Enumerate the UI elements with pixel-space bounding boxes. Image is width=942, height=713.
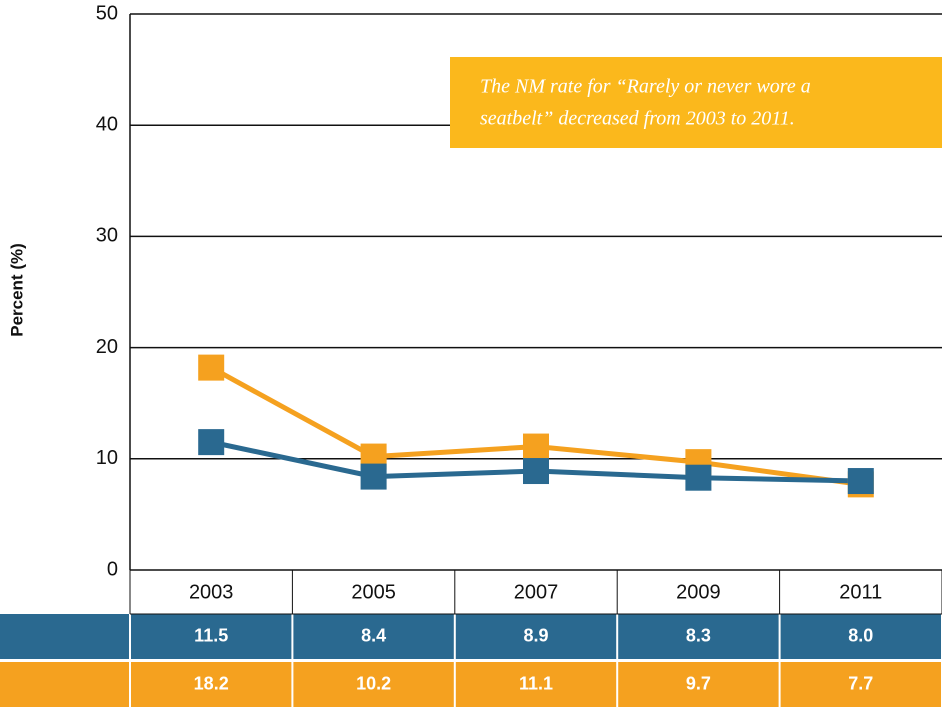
x-tick-label: 2011 bbox=[839, 581, 882, 603]
table-value: 8.3 bbox=[686, 625, 711, 645]
table-value: 9.7 bbox=[686, 673, 711, 693]
annotation-box bbox=[450, 57, 942, 148]
x-tick-label: 2007 bbox=[514, 581, 559, 603]
table-value: 10.2 bbox=[356, 673, 391, 693]
annotation-text: The NM rate for “Rarely or never wore a bbox=[480, 76, 811, 98]
table-value: 18.2 bbox=[194, 673, 229, 693]
marker bbox=[848, 468, 874, 494]
marker bbox=[523, 458, 549, 484]
y-axis-title: Percent (%) bbox=[7, 243, 26, 337]
table-value: 8.0 bbox=[848, 625, 873, 645]
table-value: 7.7 bbox=[848, 673, 873, 693]
table-value: 8.9 bbox=[523, 625, 548, 645]
table-row bbox=[0, 662, 942, 707]
x-tick-label: 2009 bbox=[676, 581, 721, 603]
table-value: 8.4 bbox=[361, 625, 386, 645]
marker bbox=[685, 465, 711, 491]
chart: Percent (%) 0 10 20 30 40 50 The NM rate for “… bbox=[0, 0, 942, 713]
y-tick-label: 40 bbox=[96, 113, 118, 135]
x-tick-label: 2003 bbox=[189, 581, 234, 603]
y-tick-label: 50 bbox=[96, 2, 118, 24]
table-value: 11.5 bbox=[194, 625, 228, 645]
marker bbox=[523, 434, 549, 460]
marker bbox=[361, 464, 387, 490]
y-tick-label: 10 bbox=[96, 447, 118, 469]
marker bbox=[198, 429, 224, 455]
y-tick-label: 0 bbox=[107, 558, 118, 580]
annotation-text: seatbelt” decreased from 2003 to 2011. bbox=[480, 108, 795, 130]
table-value: 11.1 bbox=[519, 673, 553, 693]
y-tick-label: 20 bbox=[96, 336, 118, 358]
y-tick-label: 30 bbox=[96, 225, 118, 247]
table-row bbox=[0, 614, 942, 659]
x-tick-label: 2005 bbox=[351, 581, 396, 603]
marker bbox=[198, 355, 224, 381]
